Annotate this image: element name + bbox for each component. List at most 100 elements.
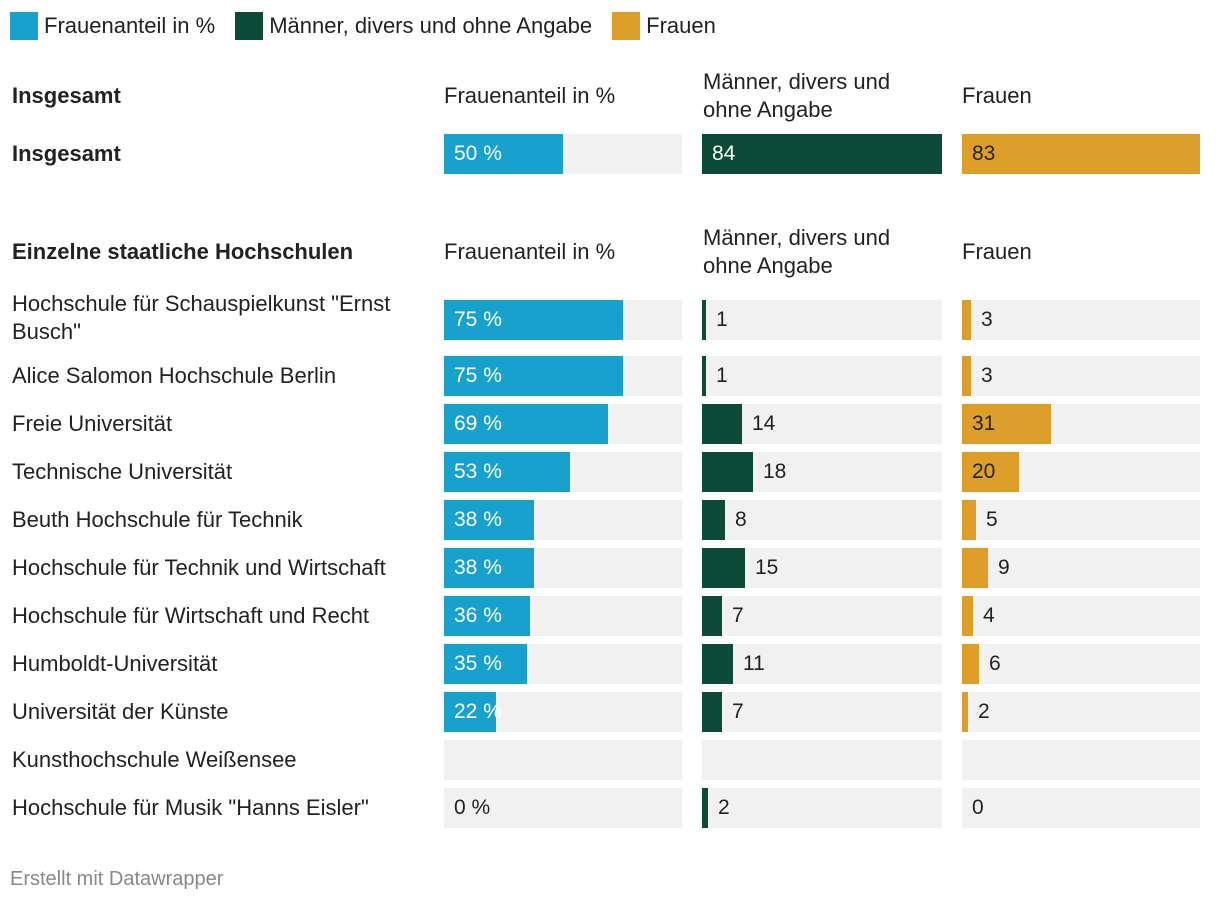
bar-track-women — [962, 788, 1200, 828]
footer-credit: Erstellt mit Datawrapper — [10, 868, 224, 890]
value-label-men: 7 — [732, 604, 744, 627]
bar-track-men — [702, 356, 942, 396]
bar-men — [702, 404, 742, 444]
value-label-share: 53 % — [454, 460, 502, 483]
col-header-men: Männer, divers und ohne Angabe — [703, 69, 891, 122]
value-label-women: 31 — [972, 412, 996, 435]
value-label-share: 36 % — [454, 604, 502, 627]
legend-item-share: Frauenanteil in % — [10, 12, 215, 40]
value-label-men: 18 — [763, 460, 787, 483]
value-label-men: 11 — [743, 652, 765, 675]
bar-men — [702, 692, 722, 732]
value-label-men: 15 — [755, 556, 779, 579]
bar-women — [962, 644, 979, 684]
bar-women — [962, 404, 1051, 444]
bar-track-women — [962, 500, 1200, 540]
bar-track-women — [962, 740, 1200, 780]
bar-track-men — [702, 404, 942, 444]
value-label-women: 6 — [989, 652, 1001, 675]
bar-track-women — [962, 644, 1200, 684]
legend-label-women: Frauen — [646, 13, 716, 38]
legend: Frauenanteil in % Männer, divers und ohn… — [10, 12, 736, 40]
bar-share — [444, 644, 527, 684]
value-label-women: 5 — [986, 508, 998, 531]
legend-swatch-share — [10, 12, 38, 40]
bar-share — [444, 500, 534, 540]
bar-men — [702, 644, 733, 684]
bar-track-women — [962, 596, 1200, 636]
col-header-women: Frauen — [962, 83, 1032, 108]
value-label-share: 38 % — [454, 556, 502, 579]
bar-men — [702, 356, 706, 396]
value-label-men: 1 — [716, 364, 728, 387]
value-label-women: 9 — [998, 556, 1010, 579]
section-title-insgesamt: Insgesamt — [12, 83, 121, 108]
value-label-women: 3 — [981, 364, 993, 387]
bar-women — [962, 134, 1200, 174]
bar-women — [962, 356, 971, 396]
value-label-share: 75 % — [454, 308, 502, 331]
legend-swatch-women — [612, 12, 641, 40]
row-label: Beuth Hochschule für Technik — [12, 507, 303, 532]
value-label-men: 7 — [732, 700, 744, 723]
value-label-men: 8 — [735, 508, 747, 531]
legend-swatch-men — [235, 12, 264, 40]
bar-track-men — [702, 740, 942, 780]
bar-track-men — [702, 788, 942, 828]
col-header-share-2: Frauenanteil in % — [444, 239, 616, 264]
legend-item-men: Männer, divers und ohne Angabe — [235, 12, 592, 40]
legend-item-women: Frauen — [612, 12, 716, 40]
value-label-share: 75 % — [454, 364, 502, 387]
row-label: Alice Salomon Hochschule Berlin — [12, 363, 337, 388]
bar-men — [702, 134, 942, 174]
row-label: Freie Universität — [12, 411, 173, 436]
value-label-share: 22 % — [454, 700, 502, 723]
bar-share — [444, 452, 570, 492]
bar-share — [444, 300, 623, 340]
value-label-women: 3 — [981, 308, 993, 331]
bar-track-share — [444, 788, 682, 828]
row-label: Insgesamt — [12, 141, 121, 166]
bar-men — [702, 300, 706, 340]
bar-share — [444, 356, 623, 396]
bar-women — [962, 452, 1019, 492]
bar-track-women — [962, 356, 1200, 396]
col-header-share: Frauenanteil in % — [444, 83, 616, 108]
bar-track-women — [962, 548, 1200, 588]
bar-share — [444, 596, 530, 636]
section-title-hochschulen: Einzelne staatliche Hochschulen — [12, 239, 354, 264]
bar-track-men — [702, 692, 942, 732]
bar-share — [444, 548, 534, 588]
bar-track-men — [702, 300, 942, 340]
value-label-share: 0 % — [454, 796, 491, 819]
row-label: Hochschule für Schauspielkunst "Ernst Bu… — [12, 291, 391, 344]
bar-share — [444, 404, 608, 444]
value-label-men: 2 — [718, 796, 730, 819]
value-label-women: 20 — [972, 460, 996, 483]
legend-label-share: Frauenanteil in % — [44, 13, 216, 38]
value-label-women: 83 — [972, 142, 996, 165]
bar-men — [702, 596, 722, 636]
bar-track-men — [702, 500, 942, 540]
value-label-men: 14 — [752, 412, 776, 435]
bar-track-women — [962, 300, 1200, 340]
value-label-share: 50 % — [454, 142, 502, 165]
bar-share — [444, 692, 496, 732]
row-label: Technische Universität — [12, 459, 233, 484]
bar-track-men — [702, 644, 942, 684]
bar-men — [702, 788, 708, 828]
value-label-men: 1 — [716, 308, 728, 331]
bar-track-women — [962, 692, 1200, 732]
row-label: Hochschule für Musik "Hanns Eisler" — [12, 795, 369, 820]
bar-women — [962, 300, 971, 340]
col-header-men-2: Männer, divers und ohne Angabe — [703, 225, 891, 278]
col-header-women-2: Frauen — [962, 239, 1032, 264]
value-label-women: 0 — [972, 796, 984, 819]
bar-women — [962, 596, 973, 636]
bar-men — [702, 548, 745, 588]
bar-share — [444, 134, 563, 174]
value-label-share: 38 % — [454, 508, 502, 531]
bar-women — [962, 500, 976, 540]
value-label-share: 35 % — [454, 652, 502, 675]
value-label-women: 2 — [978, 700, 990, 723]
